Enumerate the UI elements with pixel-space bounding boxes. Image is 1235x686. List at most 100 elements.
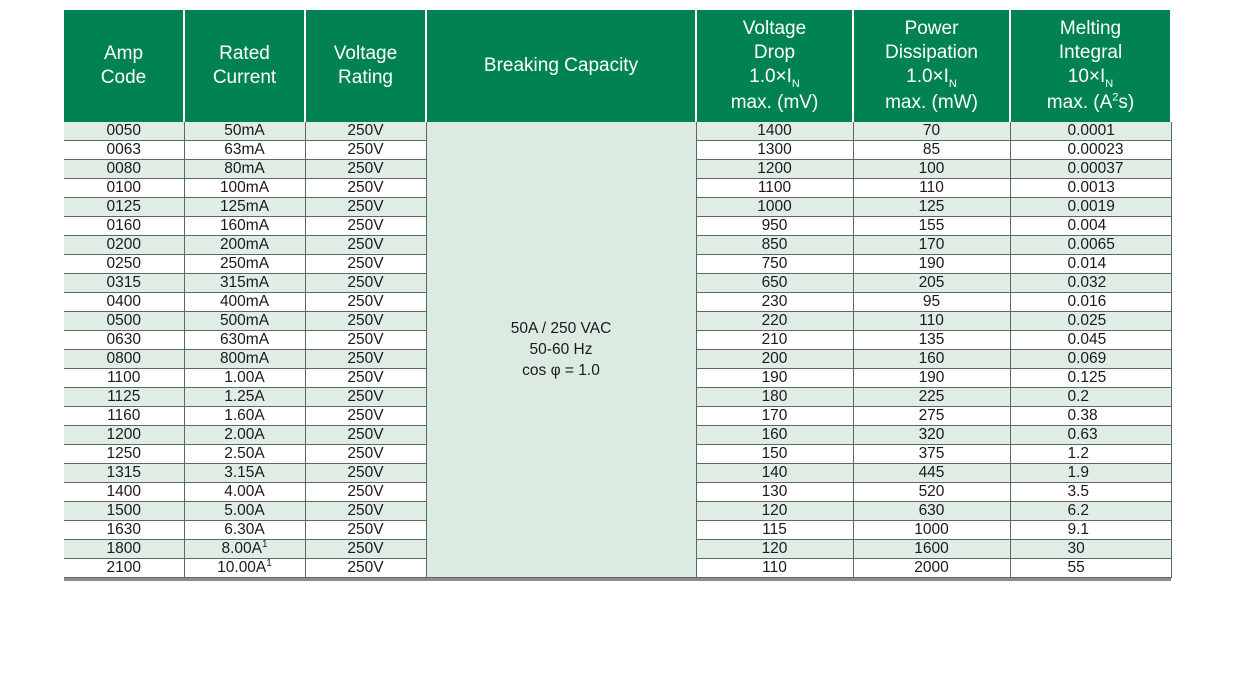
rated-current-value: 2.50A (224, 445, 265, 462)
header-voltage-drop: Voltage Drop 1.0×IN max. (mV) (695, 10, 853, 122)
voltage-rating-cell: 250V (305, 539, 427, 559)
table-row: 0063 63mA 250V 1300 85 0.00023 (64, 140, 1172, 160)
voltage-drop-cell: 650 (696, 273, 854, 293)
voltage-drop-cell: 180 (696, 387, 854, 407)
rated-current-cell: 2.50A (184, 444, 306, 464)
rated-current-value: 10.00A (217, 559, 267, 576)
voltage-drop-cell: 220 (696, 311, 854, 331)
amp-code-cell: 1200 (64, 425, 185, 445)
voltage-drop-cell: 120 (696, 501, 854, 521)
voltage-rating-cell: 250V (305, 444, 427, 464)
table-bottom-rule (64, 578, 1171, 581)
rated-current-value: 800mA (219, 350, 270, 367)
voltage-drop-cell: 160 (696, 425, 854, 445)
melting-integral-cell: 0.125 (1010, 368, 1172, 388)
voltage-drop-cell: 210 (696, 330, 854, 350)
table-row: 0080 80mA 250V 1200 100 0.00037 (64, 159, 1172, 179)
amp-code-cell: 0160 (64, 216, 185, 236)
amp-code-cell: 0100 (64, 178, 185, 198)
rated-current-cell: 125mA (184, 197, 306, 217)
melting-integral-cell: 0.045 (1010, 330, 1172, 350)
header-row: Amp Code Rated Current Voltage Rating Break… (64, 10, 1172, 122)
rated-current-value: 1.60A (224, 407, 265, 424)
header-breaking-capacity: Breaking Capacity (425, 10, 696, 122)
header-power-dissipation: Power Dissipation 1.0×IN max. (mW) (852, 10, 1010, 122)
table-row: 1200 2.00A 250V 160 320 0.63 (64, 425, 1172, 445)
power-dissipation-cell: 170 (853, 235, 1011, 255)
amp-code-cell: 0080 (64, 159, 185, 179)
rated-current-cell: 1.25A (184, 387, 306, 407)
breaking-capacity-line: cos φ = 1.0 (522, 362, 600, 379)
rated-current-value: 3.15A (224, 464, 265, 481)
rated-current-value: 4.00A (224, 483, 265, 500)
melting-integral-cell: 0.2 (1010, 387, 1172, 407)
rated-current-cell: 8.00A1 (184, 539, 306, 559)
melting-integral-cell: 0.004 (1010, 216, 1172, 236)
amp-code-cell: 0630 (64, 330, 185, 350)
rated-current-value: 315mA (219, 274, 270, 291)
breaking-capacity-line: 50A / 250 VAC (510, 320, 612, 337)
melting-integral-cell: 0.00037 (1010, 159, 1172, 179)
table-row: 0315 315mA 250V 650 205 0.032 (64, 273, 1172, 293)
voltage-rating-cell: 250V (305, 235, 427, 255)
rated-current-cell: 4.00A (184, 482, 306, 502)
voltage-rating-cell: 250V (305, 292, 427, 312)
table-row: 0050 50mA 250V 50A / 250 VAC 50-60 Hz cos φ =… (64, 122, 1172, 578)
voltage-drop-cell: 1000 (696, 197, 854, 217)
table-row: 0200 200mA 250V 850 170 0.0065 (64, 235, 1172, 255)
table-row: 1315 3.15A 250V 140 445 1.9 (64, 463, 1172, 483)
rated-current-cell: 50mA (184, 122, 306, 141)
voltage-drop-cell: 1400 (696, 122, 854, 141)
amp-code-cell: 1315 (64, 463, 185, 483)
voltage-rating-cell: 250V (305, 406, 427, 426)
rated-current-value: 400mA (219, 293, 270, 310)
power-dissipation-cell: 445 (853, 463, 1011, 483)
amp-code-cell: 1160 (64, 406, 185, 426)
fuse-spec-table-container: Amp Code Rated Current Voltage Rating Break… (64, 10, 1172, 581)
amp-code-cell: 1400 (64, 482, 185, 502)
rated-current-cell: 200mA (184, 235, 306, 255)
rated-current-value: 6.30A (224, 521, 265, 538)
rated-current-value: 5.00A (224, 502, 265, 519)
rated-current-cell: 160mA (184, 216, 306, 236)
power-dissipation-cell: 190 (853, 254, 1011, 274)
amp-code-cell: 0125 (64, 197, 185, 217)
rated-current-value: 63mA (224, 141, 265, 158)
footnote-marker: 1 (266, 558, 272, 569)
melting-integral-cell: 9.1 (1010, 520, 1172, 540)
melting-integral-cell: 0.0013 (1010, 178, 1172, 198)
voltage-rating-cell: 250V (305, 425, 427, 445)
table-row: 1630 6.30A 250V 115 1000 9.1 (64, 520, 1172, 540)
power-dissipation-cell: 110 (853, 178, 1011, 198)
rated-current-cell: 100mA (184, 178, 306, 198)
melting-integral-cell: 30 (1010, 539, 1172, 559)
rated-current-cell: 63mA (184, 140, 306, 160)
amp-code-cell: 0800 (64, 349, 185, 369)
table-row: 0160 160mA 250V 950 155 0.004 (64, 216, 1172, 236)
amp-code-cell: 0500 (64, 311, 185, 331)
rated-current-cell: 5.00A (184, 501, 306, 521)
header-rated-current: Rated Current (183, 10, 305, 122)
table-row: 1125 1.25A 250V 180 225 0.2 (64, 387, 1172, 407)
table-row: 1400 4.00A 250V 130 520 3.5 (64, 482, 1172, 502)
voltage-drop-cell: 200 (696, 349, 854, 369)
table-row: 1160 1.60A 250V 170 275 0.38 (64, 406, 1172, 426)
rated-current-value: 2.00A (224, 426, 265, 443)
table-row: 1250 2.50A 250V 150 375 1.2 (64, 444, 1172, 464)
table-body: 0050 50mA 250V 50A / 250 VAC 50-60 Hz cos φ =… (64, 122, 1172, 578)
melting-integral-cell: 55 (1010, 558, 1172, 578)
voltage-rating-cell: 250V (305, 178, 427, 198)
table-row: 2100 10.00A1 250V 110 2000 55 (64, 558, 1172, 578)
power-dissipation-cell: 70 (853, 122, 1011, 141)
power-dissipation-cell: 1600 (853, 539, 1011, 559)
amp-code-cell: 0200 (64, 235, 185, 255)
amp-code-cell: 0400 (64, 292, 185, 312)
melting-integral-cell: 0.014 (1010, 254, 1172, 274)
rated-current-value: 160mA (219, 217, 270, 234)
power-dissipation-cell: 100 (853, 159, 1011, 179)
rated-current-cell: 6.30A (184, 520, 306, 540)
amp-code-cell: 0063 (64, 140, 185, 160)
table-row: 1500 5.00A 250V 120 630 6.2 (64, 501, 1172, 521)
melting-integral-cell: 0.00023 (1010, 140, 1172, 160)
voltage-rating-cell: 250V (305, 368, 427, 388)
